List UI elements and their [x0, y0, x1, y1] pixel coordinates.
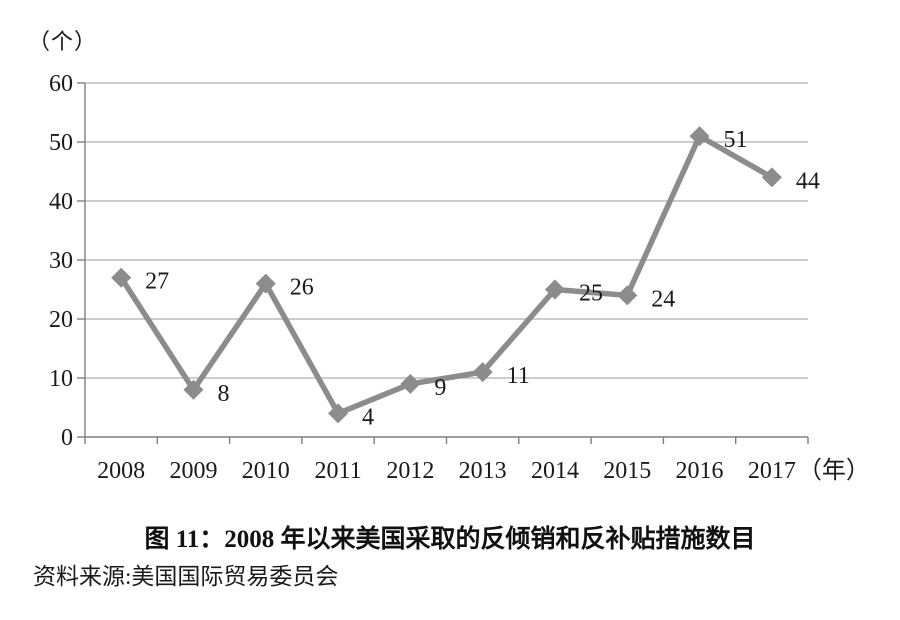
data-point-marker — [617, 285, 638, 306]
y-tick-label: 0 — [61, 425, 73, 451]
y-tick-label: 50 — [49, 130, 73, 156]
data-point-marker — [255, 273, 276, 294]
data-point-label: 44 — [796, 168, 820, 194]
data-point-marker — [761, 167, 782, 188]
data-point-label: 11 — [507, 363, 530, 389]
x-tick-label: 2016 — [676, 458, 724, 484]
source-note: 资料来源:美国国际贸易委员会 — [33, 564, 339, 589]
x-tick-label: 2011 — [314, 458, 361, 484]
y-tick-label: 20 — [49, 307, 73, 333]
y-tick-label: 30 — [49, 248, 73, 274]
data-point-label: 25 — [579, 281, 603, 307]
data-point-marker — [400, 373, 421, 394]
x-tick-label: 2015 — [603, 458, 651, 484]
x-tick-label: 2014 — [531, 458, 579, 484]
data-point-label: 9 — [434, 375, 446, 401]
y-tick-label: 60 — [49, 71, 73, 97]
data-point-marker — [544, 279, 565, 300]
chart-svg: 0 10 20 30 40 50 60 2008 2009 2010 2011 2012 2013 201… — [49, 71, 870, 484]
y-tick-label: 40 — [49, 189, 73, 215]
data-point-marker — [472, 362, 493, 383]
x-tick-label: 2017 — [748, 458, 796, 484]
data-point-marker — [183, 379, 204, 400]
x-tick-label: 2009 — [169, 458, 217, 484]
data-point-marker — [111, 267, 132, 288]
x-tick-label: 2008 — [97, 458, 145, 484]
data-point-label: 27 — [145, 269, 169, 295]
x-tick-label: 2013 — [459, 458, 507, 484]
data-point-label: 24 — [651, 286, 675, 312]
data-point-label: 4 — [362, 404, 374, 430]
x-axis-unit-label: （年） — [798, 457, 870, 484]
data-point-label: 26 — [290, 275, 314, 301]
data-point-label: 8 — [217, 381, 229, 407]
data-point-label: 51 — [724, 127, 748, 153]
x-tick-label: 2012 — [386, 458, 434, 484]
data-line — [118, 132, 774, 417]
data-point-marker — [689, 126, 710, 147]
x-tick-label: 2010 — [242, 458, 290, 484]
y-axis-unit-label: （个） — [28, 29, 98, 54]
figure-caption: 图 11：2008 年以来美国采取的反倾销和反补贴措施数目 — [144, 526, 756, 553]
y-tick-label: 10 — [49, 366, 73, 392]
data-point-marker — [328, 403, 349, 424]
